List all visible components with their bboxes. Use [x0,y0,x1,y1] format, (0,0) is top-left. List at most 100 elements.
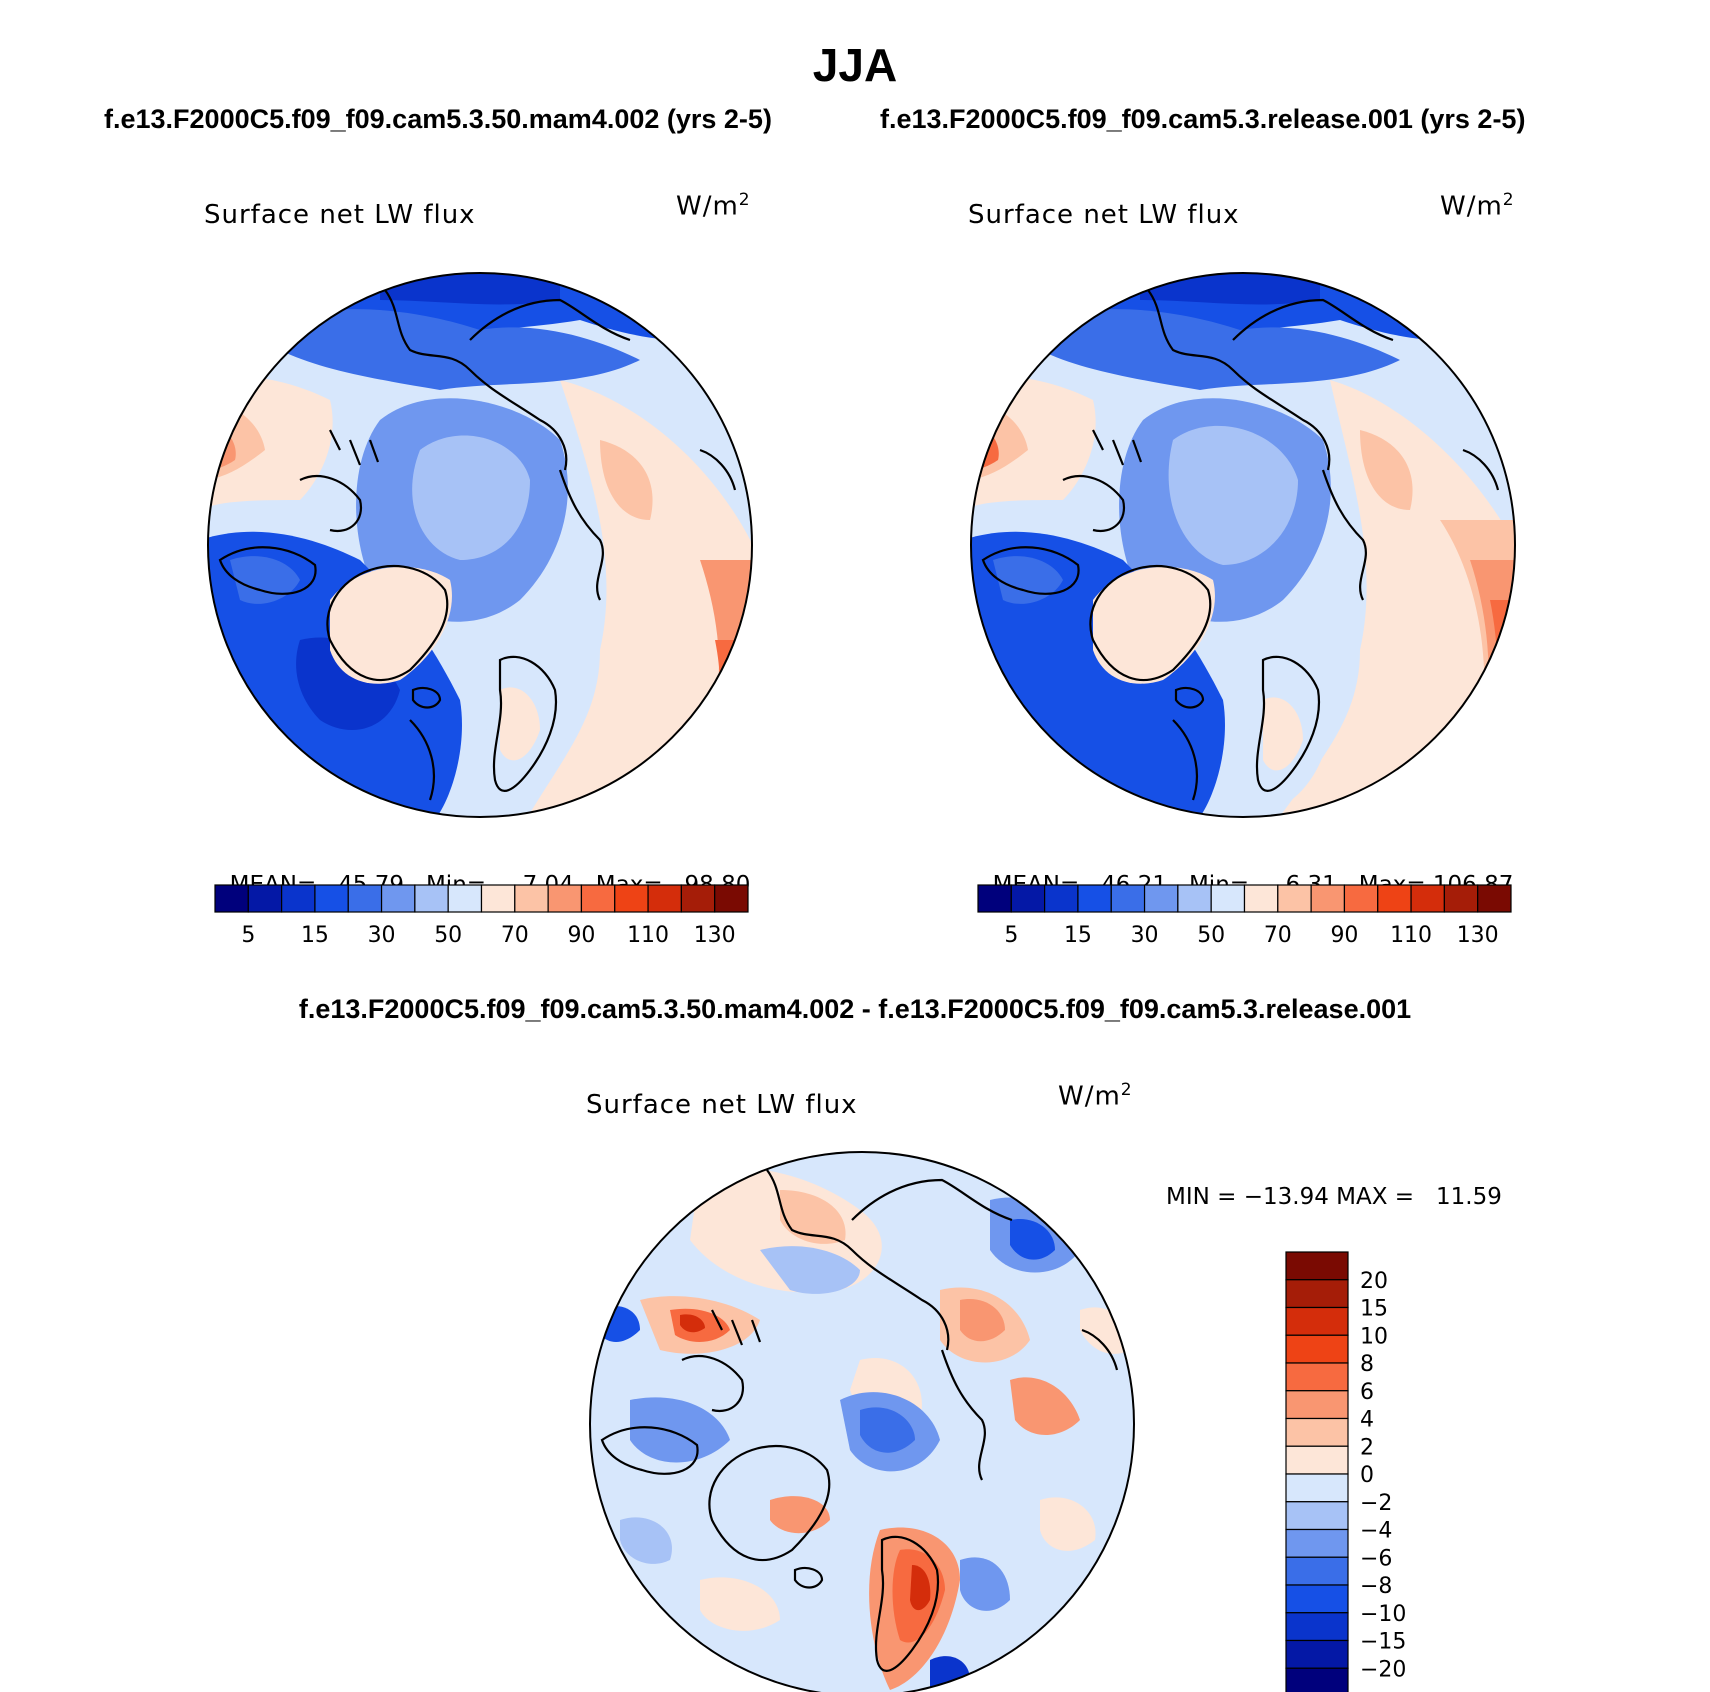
colorbar-3-swatch [1285,1390,1349,1420]
colorbar-3-tick-label: −4 [1360,1519,1392,1544]
colorbar-1-swatch [547,884,583,913]
colorbar-3-swatch [1285,1584,1349,1614]
colorbar-2-swatch [1243,884,1279,913]
map-panel-1 [207,272,753,818]
colorbar-3-tick-label: −15 [1360,1630,1406,1655]
colorbar-1-tick-label: 5 [241,923,255,948]
colorbar-1-swatch [247,884,283,913]
colorbar-2-swatch [1177,884,1212,913]
colorbar-3-swatch [1285,1528,1349,1558]
panel-3-minmax: MIN = −13.94 MAX = 11.59 [1166,1184,1502,1210]
colorbar-3-tick-label: 8 [1360,1352,1374,1377]
colorbar-2-tick-label: 90 [1330,923,1358,948]
colorbar-3-swatch [1285,1334,1349,1364]
colorbar-2-swatch [1377,884,1412,913]
colorbar-3-tick-label: 2 [1360,1435,1374,1460]
colorbar-1-swatch [214,884,249,913]
colorbar-2-tick-label: 30 [1131,923,1159,948]
colorbar-3-tick-label: 10 [1360,1324,1388,1349]
colorbar-1-swatch [281,884,316,913]
colorbar-1-tick-label: 70 [501,923,529,948]
colorbar-1-swatch [447,884,483,913]
colorbar-1-swatch [480,884,516,913]
panel-1-title: Surface net LW flux [204,200,476,230]
map-3-field [590,1152,1134,1692]
map-1-boundary [207,272,753,818]
colorbar-1-swatch [414,884,449,913]
colorbar-1-swatch [614,884,649,913]
panel-2-title: Surface net LW flux [968,200,1240,230]
map-panel-2 [970,272,1516,818]
colorbar-3-tick-label: 20 [1360,1269,1388,1294]
colorbar-2-tick-label: 110 [1390,923,1432,948]
colorbar-2-swatch [1077,884,1112,913]
colorbar-2-tick-label: 15 [1064,923,1092,948]
colorbar-3-tick-label: 0 [1360,1463,1374,1488]
colorbar-2-swatch [1277,884,1312,913]
map-2-boundary [970,272,1516,818]
colorbar-panel-2: 5 15 30 50 70 90 110 130 [977,884,1512,948]
colorbar-3-swatch [1285,1362,1349,1392]
colorbar-1-swatch [580,884,616,913]
colorbar-1-swatch [514,884,549,913]
colorbar-1-swatch [714,884,749,913]
colorbar-3-swatch [1285,1306,1349,1336]
colorbar-2-swatch [1443,884,1479,913]
colorbar-3-tick-label: −20 [1360,1657,1406,1682]
colorbar-3-tick-label: −2 [1360,1491,1392,1516]
colorbar-2-tick-label: 130 [1457,923,1499,948]
colorbar-1-tick-label: 15 [301,923,329,948]
colorbar-3-tick-label: 15 [1360,1297,1388,1322]
season-title: JJA [812,39,898,91]
colorbar-3-swatch [1285,1501,1349,1531]
colorbar-2-swatch [1044,884,1079,913]
map-1-coastlines [218,289,737,801]
colorbar-3-tick-label: −6 [1360,1546,1392,1571]
map-panel-3 [589,1151,1135,1692]
colorbar-3-tick-label: −10 [1360,1602,1406,1627]
colorbar-3-tick-label: 4 [1360,1408,1374,1433]
panel-2-units: W/m2 [1440,190,1515,222]
colorbar-2-swatch [1010,884,1046,913]
colorbar-1-swatch [647,884,682,913]
colorbar-1-tick-label: 30 [368,923,396,948]
colorbar-2-tick-label: 50 [1197,923,1225,948]
colorbar-2-swatch [1477,884,1512,913]
colorbar-1-tick-label: 130 [694,923,736,948]
colorbar-3-swatch [1285,1279,1349,1309]
panel-3-units: W/m2 [1058,1080,1133,1112]
colorbar-2-swatch [1143,884,1179,913]
colorbar-2-swatch [1310,884,1346,913]
colorbar-3-swatch [1285,1667,1349,1692]
colorbar-3-swatch [1285,1612,1349,1642]
map-2-coastlines [981,289,1500,801]
colorbar-1-swatch [347,884,383,913]
colorbar-2-swatch [1410,884,1445,913]
colorbar-3-swatch [1285,1251,1349,1281]
difference-case-header: f.e13.F2000C5.f09_f09.cam5.3.50.mam4.002… [298,994,1412,1024]
colorbar-3-swatch [1285,1445,1349,1475]
colorbar-1-swatch [314,884,349,913]
colorbar-2-tick-label: 70 [1264,923,1292,948]
colorbar-2-swatch [977,884,1012,913]
colorbar-1-swatch [680,884,716,913]
map-3-boundary [589,1151,1135,1692]
map-3-coastlines [600,1169,1119,1672]
colorbar-1-tick-label: 50 [434,923,462,948]
colorbar-3-swatch [1285,1556,1349,1586]
colorbar-1-tick-label: 90 [567,923,595,948]
colorbar-2-tick-label: 5 [1004,923,1018,948]
colorbar-3-tick-label: −8 [1360,1574,1392,1599]
colorbar-panel-1: 5 15 30 50 70 90 110 130 [214,884,749,948]
right-case-header: f.e13.F2000C5.f09_f09.cam5.3.release.001… [880,104,1526,134]
colorbar-2-swatch [1210,884,1246,913]
colorbar-1-swatch [380,884,416,913]
colorbar-3-swatch [1285,1639,1349,1669]
panel-3-title: Surface net LW flux [586,1090,858,1120]
colorbar-1-tick-label: 110 [627,923,669,948]
colorbar-3-swatch [1285,1417,1349,1447]
colorbar-2-swatch [1343,884,1379,913]
colorbar-2-swatch [1110,884,1146,913]
